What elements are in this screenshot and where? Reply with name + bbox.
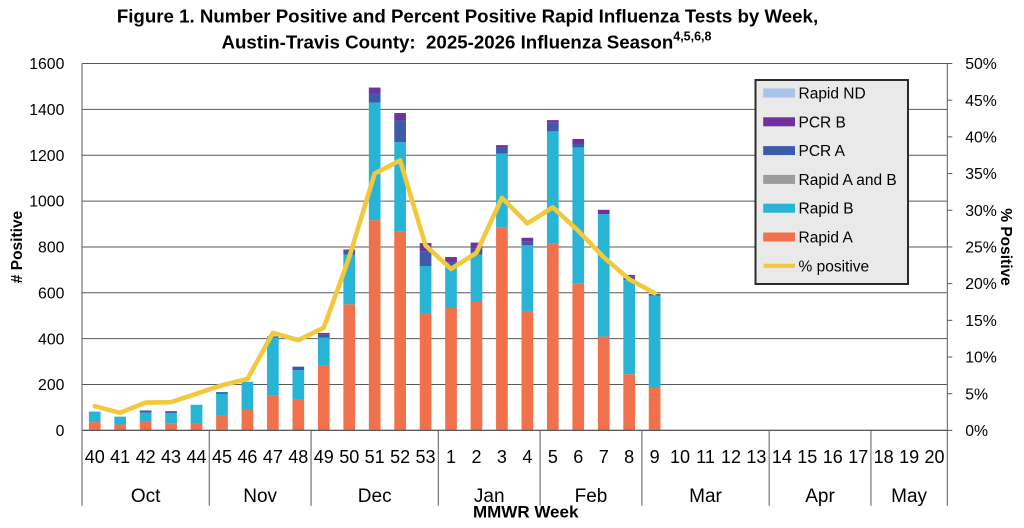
svg-text:40: 40 xyxy=(85,447,105,467)
svg-text:May: May xyxy=(891,486,927,507)
svg-text:1400: 1400 xyxy=(29,102,64,119)
svg-text:16: 16 xyxy=(823,447,843,467)
svg-text:3: 3 xyxy=(497,447,507,467)
svg-text:Feb: Feb xyxy=(575,486,608,507)
svg-text:13: 13 xyxy=(746,447,766,467)
svg-text:35%: 35% xyxy=(965,166,997,183)
svg-text:18: 18 xyxy=(874,447,894,467)
svg-text:Oct: Oct xyxy=(131,486,161,507)
svg-text:10: 10 xyxy=(670,447,690,467)
svg-text:Figure 1. Number Positive and: Figure 1. Number Positive and Percent Po… xyxy=(117,6,818,27)
svg-text:50%: 50% xyxy=(965,56,997,73)
svg-text:1000: 1000 xyxy=(29,194,64,211)
svg-text:400: 400 xyxy=(38,331,65,348)
svg-text:12: 12 xyxy=(721,447,741,467)
svg-text:17: 17 xyxy=(848,447,868,467)
svg-text:10%: 10% xyxy=(965,350,997,367)
svg-text:45%: 45% xyxy=(965,93,997,110)
svg-text:# Positive: # Positive xyxy=(9,210,26,283)
svg-text:1: 1 xyxy=(446,447,456,467)
svg-text:0%: 0% xyxy=(965,423,988,440)
svg-text:Rapid ND: Rapid ND xyxy=(799,86,866,103)
svg-text:20: 20 xyxy=(925,447,945,467)
svg-text:52: 52 xyxy=(390,447,410,467)
svg-text:19: 19 xyxy=(899,447,919,467)
svg-text:40%: 40% xyxy=(965,129,997,146)
svg-text:20%: 20% xyxy=(965,276,997,293)
svg-text:50: 50 xyxy=(339,447,359,467)
svg-text:5%: 5% xyxy=(965,386,988,403)
svg-text:43: 43 xyxy=(161,447,181,467)
svg-text:41: 41 xyxy=(110,447,130,467)
svg-text:45: 45 xyxy=(212,447,232,467)
svg-text:Mar: Mar xyxy=(689,486,722,507)
svg-text:15%: 15% xyxy=(965,313,997,330)
svg-text:1600: 1600 xyxy=(29,56,64,73)
svg-text:53: 53 xyxy=(416,447,436,467)
svg-text:% positive: % positive xyxy=(799,258,870,275)
svg-text:Austin-Travis County: 2025-20: Austin-Travis County: 2025-2026 Influenz… xyxy=(222,30,712,53)
svg-text:42: 42 xyxy=(136,447,156,467)
svg-text:800: 800 xyxy=(38,240,65,257)
svg-text:30%: 30% xyxy=(965,203,997,220)
svg-text:Rapid B: Rapid B xyxy=(799,201,854,218)
svg-text:MMWR Week: MMWR Week xyxy=(473,503,579,522)
svg-text:44: 44 xyxy=(187,447,207,467)
svg-text:1200: 1200 xyxy=(29,148,64,165)
svg-text:Rapid A and B: Rapid A and B xyxy=(799,172,897,189)
svg-text:2: 2 xyxy=(471,447,481,467)
svg-text:47: 47 xyxy=(263,447,283,467)
svg-text:14: 14 xyxy=(772,447,792,467)
svg-text:49: 49 xyxy=(314,447,334,467)
svg-text:Nov: Nov xyxy=(243,486,277,507)
svg-text:25%: 25% xyxy=(965,240,997,257)
svg-text:600: 600 xyxy=(38,285,65,302)
svg-text:0: 0 xyxy=(56,423,65,440)
svg-text:46: 46 xyxy=(237,447,257,467)
svg-text:Rapid A: Rapid A xyxy=(799,230,854,247)
svg-text:5: 5 xyxy=(548,447,558,467)
svg-text:4: 4 xyxy=(522,447,532,467)
svg-text:% Positive: % Positive xyxy=(997,208,1014,286)
svg-text:Apr: Apr xyxy=(805,486,835,507)
svg-text:PCR A: PCR A xyxy=(799,143,846,160)
svg-text:48: 48 xyxy=(288,447,308,467)
svg-text:7: 7 xyxy=(599,447,609,467)
svg-text:15: 15 xyxy=(797,447,817,467)
svg-text:200: 200 xyxy=(38,377,65,394)
svg-text:51: 51 xyxy=(365,447,385,467)
svg-text:9: 9 xyxy=(650,447,660,467)
svg-text:Jan: Jan xyxy=(474,486,505,507)
svg-text:PCR B: PCR B xyxy=(799,114,846,131)
svg-text:6: 6 xyxy=(573,447,583,467)
svg-text:11: 11 xyxy=(696,447,715,467)
svg-text:Dec: Dec xyxy=(358,486,392,507)
svg-text:8: 8 xyxy=(624,447,634,467)
